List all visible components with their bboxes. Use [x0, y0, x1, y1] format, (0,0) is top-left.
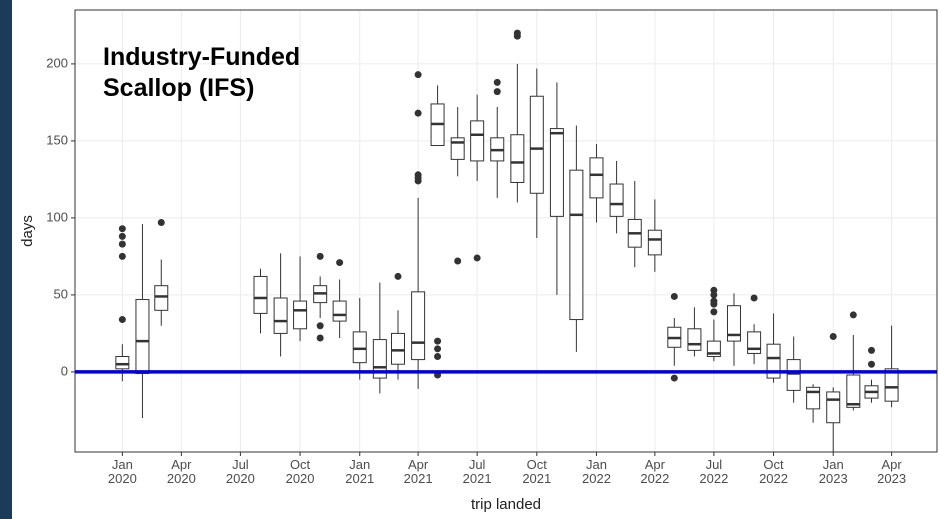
box — [569, 169, 584, 321]
y-tick-label: 50 — [54, 286, 68, 301]
box — [450, 137, 465, 160]
x-tick-label: Oct 2021 — [522, 457, 552, 486]
x-tick-label: Oct 2020 — [285, 457, 315, 486]
box — [332, 300, 347, 322]
x-tick-label: Jan 2021 — [345, 457, 375, 486]
box — [115, 356, 130, 370]
outlier — [454, 257, 462, 265]
outlier — [670, 292, 678, 300]
box — [391, 332, 406, 365]
outlier — [118, 316, 126, 324]
plot-border — [74, 9, 938, 453]
box — [846, 374, 861, 408]
box — [549, 128, 564, 217]
x-tick-label: Apr 2020 — [166, 457, 196, 486]
x-tick-label: Jan 2023 — [818, 457, 848, 486]
x-tick-label: Jul 2020 — [225, 457, 255, 486]
box — [766, 343, 781, 379]
annotation: Industry-Funded Scallop (IFS) — [103, 43, 301, 102]
outlier — [414, 71, 422, 79]
outlier — [750, 294, 758, 302]
box — [510, 134, 525, 183]
box — [687, 328, 702, 351]
y-tick-label: 0 — [61, 363, 68, 378]
box — [253, 275, 268, 314]
outlier — [829, 332, 837, 340]
outlier — [434, 337, 442, 345]
box — [747, 331, 762, 354]
outlier — [414, 109, 422, 117]
x-tick-label: Jan 2022 — [582, 457, 611, 486]
y-tick-label: 150 — [46, 132, 68, 147]
x-tick-label: Jan 2020 — [107, 457, 137, 486]
box — [884, 368, 899, 402]
outlier — [710, 308, 718, 316]
outlier — [513, 32, 521, 40]
outlier — [473, 254, 481, 262]
y-axis-label: days — [19, 215, 36, 247]
outlier — [118, 252, 126, 260]
outlier — [118, 240, 126, 248]
x-tick-label: Apr 2023 — [877, 457, 907, 486]
box — [135, 299, 150, 374]
outlier — [434, 353, 442, 361]
outlier — [849, 311, 857, 319]
outlier — [414, 177, 422, 185]
box — [352, 331, 367, 364]
outlier — [316, 252, 324, 260]
outlier — [670, 374, 678, 382]
outlier — [493, 88, 501, 96]
outlier — [316, 334, 324, 342]
x-tick-label: Jul 2022 — [699, 457, 729, 486]
box — [786, 359, 801, 391]
outlier — [710, 300, 718, 308]
box — [589, 157, 604, 199]
box — [806, 386, 821, 410]
box — [726, 305, 741, 342]
y-tick-label: 200 — [46, 55, 68, 70]
outlier — [394, 272, 402, 280]
outlier — [434, 345, 442, 353]
box — [154, 285, 169, 311]
box — [609, 183, 624, 217]
box — [529, 95, 544, 194]
box — [826, 391, 841, 424]
outlier — [316, 322, 324, 330]
x-axis-label: trip landed — [470, 496, 542, 513]
y-tick-label: 100 — [46, 209, 68, 224]
outlier — [118, 232, 126, 240]
x-tick-label: Oct 2022 — [759, 457, 788, 486]
outlier — [710, 291, 718, 299]
outlier — [867, 346, 875, 354]
outlier — [118, 225, 126, 233]
box — [273, 297, 288, 334]
x-tick-label: Apr 2021 — [403, 457, 433, 486]
x-tick-label: Apr 2022 — [640, 457, 670, 486]
box — [293, 300, 308, 330]
outlier — [336, 259, 344, 267]
outlier — [493, 78, 501, 86]
box — [411, 291, 426, 361]
box — [647, 229, 662, 256]
x-tick-label: Jul 2021 — [462, 457, 492, 486]
box — [470, 120, 485, 162]
outlier — [867, 360, 875, 368]
outlier — [157, 219, 165, 227]
